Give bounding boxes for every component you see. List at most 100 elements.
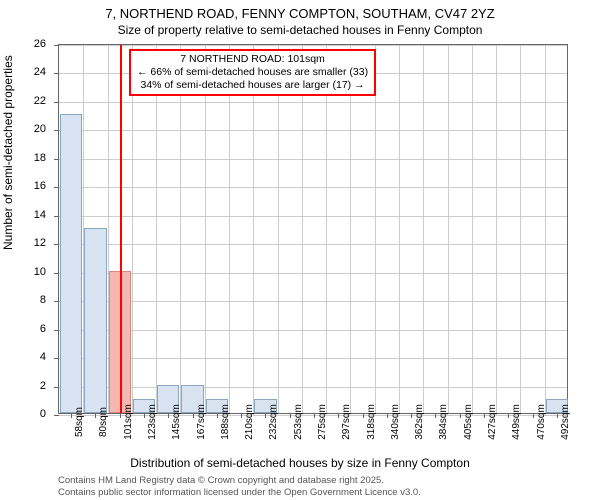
gridline-v [156,45,157,413]
tick-x [338,413,339,418]
xtick-label: 253sqm [293,404,304,440]
chart-subtitle: Size of property relative to semi-detach… [0,21,600,37]
gridline-v [496,45,497,413]
xtick-label: 470sqm [536,404,547,440]
xtick-label: 188sqm [220,404,231,440]
annotation-line-1: 7 NORTHEND ROAD: 101sqm [137,53,368,66]
gridline-v [205,45,206,413]
tick-y [54,130,59,131]
bar [60,114,82,413]
gridline-h [59,216,567,217]
gridline-h [59,358,567,359]
ytick-label: 4 [0,351,46,363]
annotation-line-3: 34% of semi-detached houses are larger (… [137,79,368,92]
tick-x [217,413,218,418]
gridline-h [59,244,567,245]
xtick-label: 80sqm [98,407,109,437]
xtick-label: 449sqm [511,404,522,440]
tick-x [290,413,291,418]
ytick-label: 22 [0,95,46,107]
gridline-h [59,187,567,188]
gridline-v [229,45,230,413]
xtick-label: 145sqm [171,404,182,440]
tick-y [54,187,59,188]
tick-x [484,413,485,418]
chart-container: 7, NORTHEND ROAD, FENNY COMPTON, SOUTHAM… [0,0,600,500]
tick-x [314,413,315,418]
gridline-v [423,45,424,413]
xtick-label: 340sqm [390,404,401,440]
tick-y [54,387,59,388]
plot-area: 7 NORTHEND ROAD: 101sqm ← 66% of semi-de… [58,44,568,414]
gridline-v [326,45,327,413]
gridline-h [59,301,567,302]
tick-x [460,413,461,418]
tick-y [54,102,59,103]
xtick-label: 167sqm [196,404,207,440]
tick-y [54,358,59,359]
ytick-label: 2 [0,380,46,392]
gridline-v [350,45,351,413]
tick-x [363,413,364,418]
attribution-line-1: Contains HM Land Registry data © Crown c… [58,475,421,486]
tick-y [54,301,59,302]
tick-y [54,159,59,160]
tick-y [54,330,59,331]
gridline-v [278,45,279,413]
xtick-label: 384sqm [438,404,449,440]
tick-x [168,413,169,418]
xtick-label: 362sqm [414,404,425,440]
xtick-label: 101sqm [123,404,134,440]
ytick-label: 0 [0,408,46,420]
gridline-v [448,45,449,413]
marker-line [120,45,122,413]
ytick-label: 24 [0,66,46,78]
ytick-label: 26 [0,38,46,50]
gridline-v [399,45,400,413]
tick-y [54,73,59,74]
tick-x [265,413,266,418]
tick-x [557,413,558,418]
tick-x [120,413,121,418]
ytick-label: 12 [0,237,46,249]
gridline-h [59,330,567,331]
tick-x [95,413,96,418]
attribution-line-2: Contains public sector information licen… [58,487,421,498]
attribution-text: Contains HM Land Registry data © Crown c… [58,475,421,498]
tick-y [54,244,59,245]
tick-x [71,413,72,418]
tick-y [54,415,59,416]
gridline-h [59,273,567,274]
xtick-label: 232sqm [268,404,279,440]
gridline-h [59,102,567,103]
xtick-label: 318sqm [366,404,377,440]
ytick-label: 14 [0,209,46,221]
ytick-label: 16 [0,180,46,192]
gridline-v [545,45,546,413]
x-axis-label: Distribution of semi-detached houses by … [0,456,600,470]
tick-x [533,413,534,418]
xtick-label: 58sqm [74,407,85,437]
xtick-label: 275sqm [317,404,328,440]
xtick-label: 210sqm [244,404,255,440]
gridline-v [375,45,376,413]
annotation-line-2: ← 66% of semi-detached houses are smalle… [137,66,368,79]
xtick-label: 297sqm [341,404,352,440]
ytick-label: 18 [0,152,46,164]
xtick-label: 427sqm [487,404,498,440]
ytick-label: 10 [0,266,46,278]
tick-x [193,413,194,418]
tick-x [435,413,436,418]
gridline-h [59,387,567,388]
xtick-label: 123sqm [147,404,158,440]
gridline-v [302,45,303,413]
tick-x [144,413,145,418]
gridline-h [59,45,567,46]
gridline-v [132,45,133,413]
ytick-label: 6 [0,323,46,335]
tick-x [508,413,509,418]
tick-x [387,413,388,418]
gridline-v [253,45,254,413]
tick-y [54,45,59,46]
bar [84,228,106,413]
